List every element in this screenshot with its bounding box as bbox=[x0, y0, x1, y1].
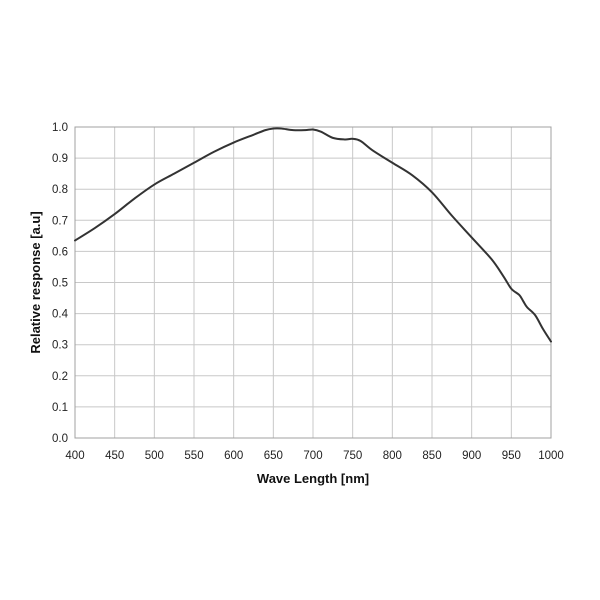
y-tick-label: 0.3 bbox=[52, 340, 68, 352]
series-line-0 bbox=[74, 127, 552, 343]
y-tick-label: 0.5 bbox=[52, 278, 68, 290]
y-tick-label: 0.1 bbox=[52, 402, 68, 414]
x-tick-label: 400 bbox=[65, 450, 84, 462]
y-tick-labels: 0.0 0.1 0.2 0.3 0.4 0.5 0.6 0.7 0.8 0.9 1.0 bbox=[52, 122, 69, 445]
y-tick-label: 0.0 bbox=[52, 433, 68, 445]
y-tick-label: 0.7 bbox=[52, 215, 68, 227]
grid bbox=[74, 126, 552, 439]
x-tick-labels: 400 450 500 550 600 650 700 750 800 850 900 950 1000 bbox=[65, 450, 563, 462]
x-axis-label: Wave Length [nm] bbox=[257, 471, 369, 486]
y-tick-label: 0.6 bbox=[52, 246, 68, 258]
x-tick-label: 900 bbox=[462, 450, 481, 462]
series-layer bbox=[74, 127, 552, 343]
y-tick-label: 0.4 bbox=[52, 309, 69, 321]
x-tick-label: 1000 bbox=[538, 450, 564, 462]
x-tick-label: 450 bbox=[105, 450, 124, 462]
x-tick-label: 600 bbox=[224, 450, 243, 462]
x-tick-label: 500 bbox=[145, 450, 164, 462]
y-tick-label: 0.8 bbox=[52, 184, 68, 196]
x-tick-label: 550 bbox=[184, 450, 203, 462]
plot-frame bbox=[74, 126, 552, 439]
y-axis-label: Relative response [a.u] bbox=[28, 211, 43, 353]
y-tick-label: 0.9 bbox=[52, 153, 68, 165]
x-tick-label: 800 bbox=[383, 450, 402, 462]
y-tick-label: 1.0 bbox=[52, 122, 68, 134]
x-tick-label: 700 bbox=[303, 450, 322, 462]
x-tick-label: 850 bbox=[422, 450, 441, 462]
y-tick-label: 0.2 bbox=[52, 371, 68, 383]
x-tick-label: 650 bbox=[264, 450, 283, 462]
x-tick-label: 750 bbox=[343, 450, 362, 462]
x-tick-label: 950 bbox=[502, 450, 521, 462]
